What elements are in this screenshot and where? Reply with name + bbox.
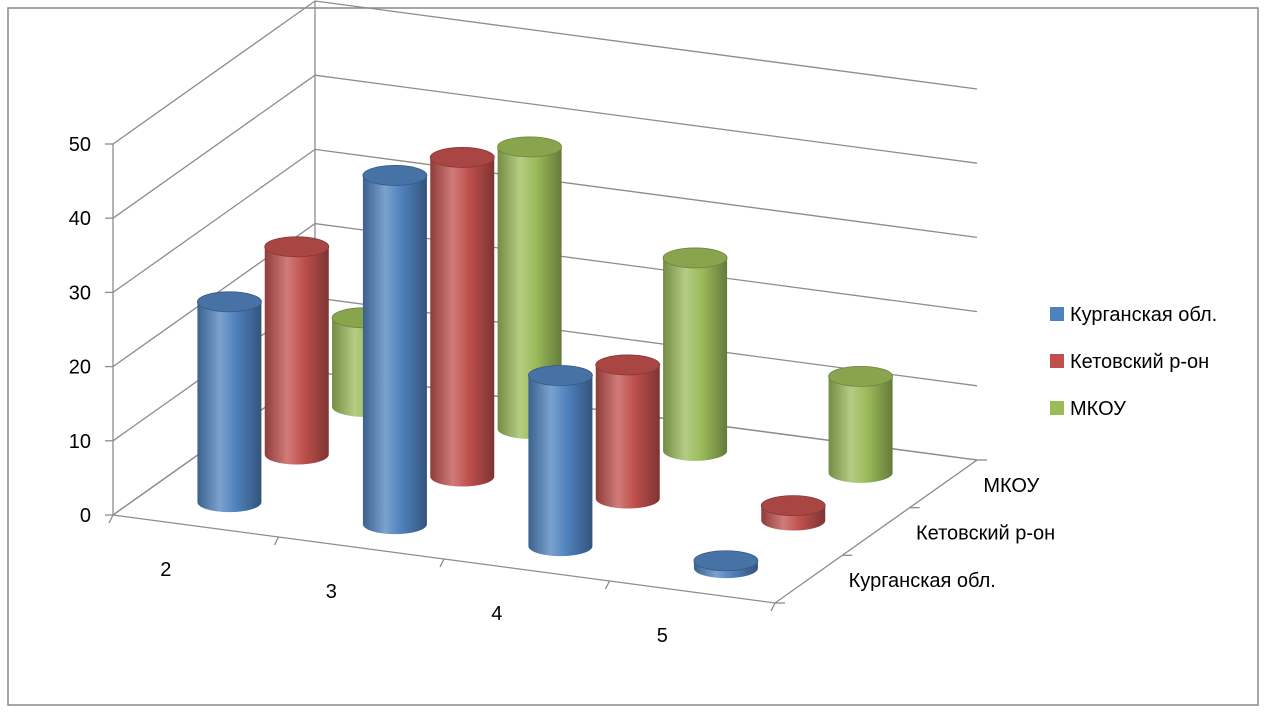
depth-axis: Курганская обл. Кетовский р-он МКОУ bbox=[775, 459, 1055, 604]
x-tick bbox=[604, 580, 611, 590]
bar bbox=[760, 495, 826, 531]
bar-body bbox=[497, 146, 562, 439]
y-tick-label: 30 bbox=[69, 282, 91, 304]
bar-body bbox=[528, 375, 593, 557]
bar-top bbox=[197, 291, 262, 313]
bar bbox=[528, 365, 593, 557]
bar-top bbox=[595, 354, 661, 376]
x-tick bbox=[439, 558, 445, 568]
bar-body bbox=[264, 246, 329, 465]
depth-tick-label: Курганская обл. bbox=[849, 570, 996, 592]
y-tick-label: 50 bbox=[69, 134, 91, 156]
bar-body bbox=[430, 157, 495, 487]
bar-top bbox=[264, 236, 330, 258]
bar bbox=[197, 291, 262, 513]
bar-top bbox=[362, 165, 428, 186]
x-tick bbox=[108, 514, 114, 524]
y-tick-label: 0 bbox=[80, 505, 91, 527]
bar-top bbox=[662, 247, 728, 269]
legend-swatch bbox=[1050, 354, 1064, 368]
legend: Курганская обл. Кетовский р-он МКОУ bbox=[1050, 304, 1217, 420]
legend-label: Кетовский р-он bbox=[1070, 351, 1209, 373]
x-tick-label: 4 bbox=[491, 603, 502, 625]
bar bbox=[497, 136, 562, 439]
legend-swatch bbox=[1050, 401, 1064, 415]
legend-swatch bbox=[1050, 307, 1064, 321]
y-tick-label: 40 bbox=[69, 208, 91, 230]
x-axis: 2 3 4 5 bbox=[108, 514, 776, 647]
bar bbox=[264, 236, 330, 465]
y-tick-label: 10 bbox=[69, 431, 91, 453]
bar-body bbox=[663, 257, 728, 461]
x-tick-label: 3 bbox=[326, 581, 337, 603]
bar-top bbox=[828, 365, 893, 387]
chart-walls bbox=[111, 0, 979, 604]
x-tick bbox=[273, 536, 280, 546]
bar bbox=[828, 365, 893, 483]
x-tick-label: 2 bbox=[160, 559, 171, 581]
bar-top bbox=[497, 136, 562, 158]
bar bbox=[693, 550, 759, 579]
depth-tick-label: МКОУ bbox=[983, 475, 1039, 497]
bar-top bbox=[760, 495, 826, 517]
legend-label: МКОУ bbox=[1070, 398, 1126, 420]
legend-label: Курганская обл. bbox=[1070, 304, 1217, 326]
bar bbox=[662, 247, 728, 461]
bar-top bbox=[429, 147, 495, 168]
bar bbox=[429, 147, 495, 487]
bar-body bbox=[595, 364, 660, 509]
bar bbox=[362, 165, 428, 535]
bar-body bbox=[828, 376, 893, 483]
depth-tick-label: Кетовский р-он bbox=[916, 523, 1055, 545]
y-tick-label: 20 bbox=[69, 357, 91, 379]
bars bbox=[197, 136, 893, 579]
y-axis: 0 10 20 30 40 50 bbox=[69, 134, 114, 527]
x-tick-label: 5 bbox=[657, 625, 668, 647]
x-tick bbox=[770, 602, 776, 612]
bar-body bbox=[362, 175, 427, 535]
bar-top bbox=[528, 365, 593, 386]
bar-body bbox=[197, 301, 262, 513]
bar bbox=[595, 354, 661, 509]
bar-top bbox=[693, 550, 759, 572]
